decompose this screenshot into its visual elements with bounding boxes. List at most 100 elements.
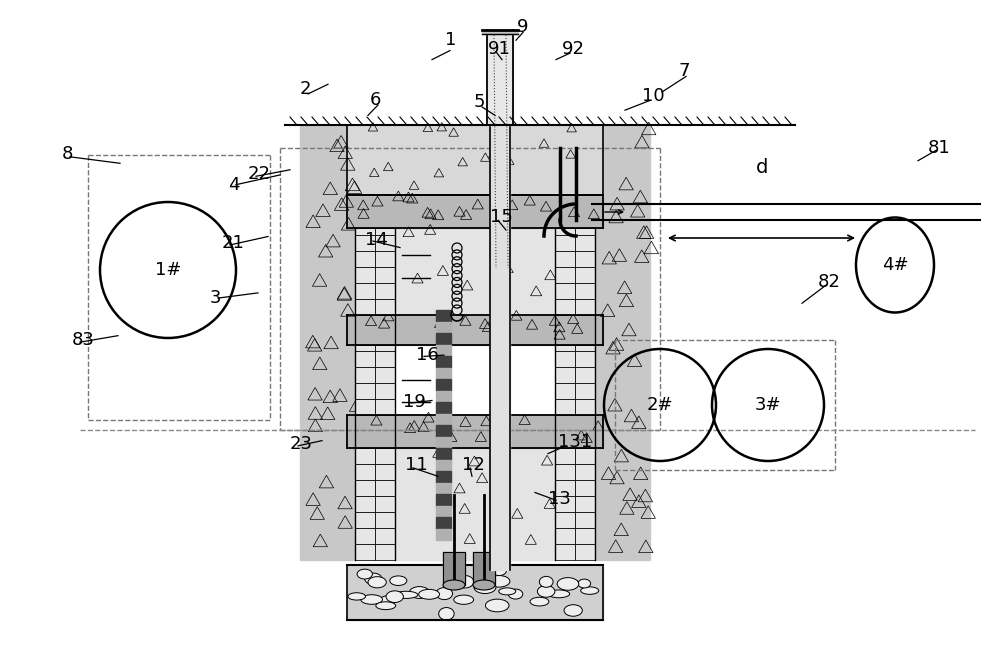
Polygon shape — [347, 315, 603, 345]
Bar — [555, 299, 575, 315]
Polygon shape — [436, 529, 451, 540]
Polygon shape — [436, 310, 451, 321]
Bar — [355, 512, 375, 528]
Polygon shape — [347, 565, 603, 620]
Polygon shape — [436, 391, 451, 402]
Bar — [355, 367, 375, 383]
Ellipse shape — [488, 575, 510, 587]
Bar — [575, 235, 595, 251]
Polygon shape — [395, 448, 555, 560]
Bar — [555, 235, 575, 251]
Text: 6: 6 — [370, 91, 381, 110]
Polygon shape — [436, 505, 451, 517]
Bar — [555, 480, 575, 496]
Bar — [375, 448, 395, 464]
Polygon shape — [436, 494, 451, 505]
Polygon shape — [487, 30, 513, 125]
Text: 21: 21 — [222, 234, 245, 252]
Bar — [575, 345, 595, 351]
Bar — [575, 528, 595, 544]
Ellipse shape — [473, 580, 495, 590]
Ellipse shape — [499, 588, 516, 595]
Text: 9: 9 — [517, 18, 528, 36]
Bar — [555, 367, 575, 383]
Bar — [355, 228, 375, 235]
Ellipse shape — [439, 608, 454, 620]
Ellipse shape — [380, 596, 396, 605]
Ellipse shape — [348, 593, 365, 600]
Bar — [555, 544, 575, 560]
Ellipse shape — [557, 577, 579, 590]
Ellipse shape — [368, 577, 386, 588]
Polygon shape — [436, 425, 451, 437]
Bar — [355, 299, 375, 315]
Text: 4: 4 — [228, 176, 240, 194]
Polygon shape — [490, 35, 510, 570]
Polygon shape — [436, 379, 451, 391]
Bar — [575, 367, 595, 383]
Bar — [555, 228, 575, 235]
Ellipse shape — [457, 575, 474, 588]
Polygon shape — [436, 402, 451, 413]
Bar — [355, 399, 375, 415]
Bar — [375, 367, 395, 383]
Text: d: d — [756, 157, 768, 177]
Bar — [375, 544, 395, 560]
Bar — [375, 512, 395, 528]
Polygon shape — [482, 30, 518, 34]
Bar — [555, 528, 575, 544]
Ellipse shape — [485, 599, 509, 612]
Text: 15: 15 — [490, 208, 513, 226]
Ellipse shape — [436, 588, 453, 599]
Ellipse shape — [564, 605, 582, 616]
Polygon shape — [347, 415, 603, 448]
Ellipse shape — [386, 591, 403, 603]
Bar — [355, 267, 375, 283]
Text: 1: 1 — [445, 31, 456, 49]
Bar — [555, 345, 575, 351]
Text: 4#: 4# — [882, 256, 908, 274]
Bar — [575, 464, 595, 480]
Text: 2#: 2# — [647, 396, 673, 414]
Ellipse shape — [548, 590, 570, 597]
Bar — [375, 528, 395, 544]
Bar — [375, 228, 395, 235]
Bar — [375, 464, 395, 480]
Bar — [575, 399, 595, 415]
Bar — [575, 228, 595, 235]
Text: 82: 82 — [818, 273, 841, 291]
Ellipse shape — [474, 581, 496, 594]
Text: 3: 3 — [210, 289, 222, 307]
Polygon shape — [443, 552, 465, 585]
Polygon shape — [300, 125, 355, 560]
Bar — [355, 251, 375, 267]
Ellipse shape — [537, 586, 555, 597]
Bar — [355, 528, 375, 544]
Bar — [375, 345, 395, 351]
Bar — [575, 351, 595, 367]
Text: 10: 10 — [642, 87, 665, 105]
Bar — [555, 399, 575, 415]
Bar — [355, 464, 375, 480]
Polygon shape — [436, 459, 451, 471]
Bar — [375, 251, 395, 267]
Bar — [555, 448, 575, 464]
Bar — [375, 299, 395, 315]
Text: 16: 16 — [416, 346, 439, 364]
Bar — [575, 267, 595, 283]
Bar — [355, 383, 375, 399]
Bar — [355, 544, 375, 560]
Ellipse shape — [530, 597, 549, 606]
Ellipse shape — [395, 591, 418, 598]
Bar — [575, 480, 595, 496]
Text: 23: 23 — [290, 435, 313, 453]
Ellipse shape — [409, 586, 430, 598]
Bar — [575, 512, 595, 528]
Text: 19: 19 — [403, 393, 426, 411]
Polygon shape — [436, 483, 451, 494]
Bar — [575, 544, 595, 560]
Ellipse shape — [454, 595, 474, 605]
Polygon shape — [395, 228, 555, 315]
Text: 14: 14 — [365, 231, 388, 249]
Bar — [555, 251, 575, 267]
